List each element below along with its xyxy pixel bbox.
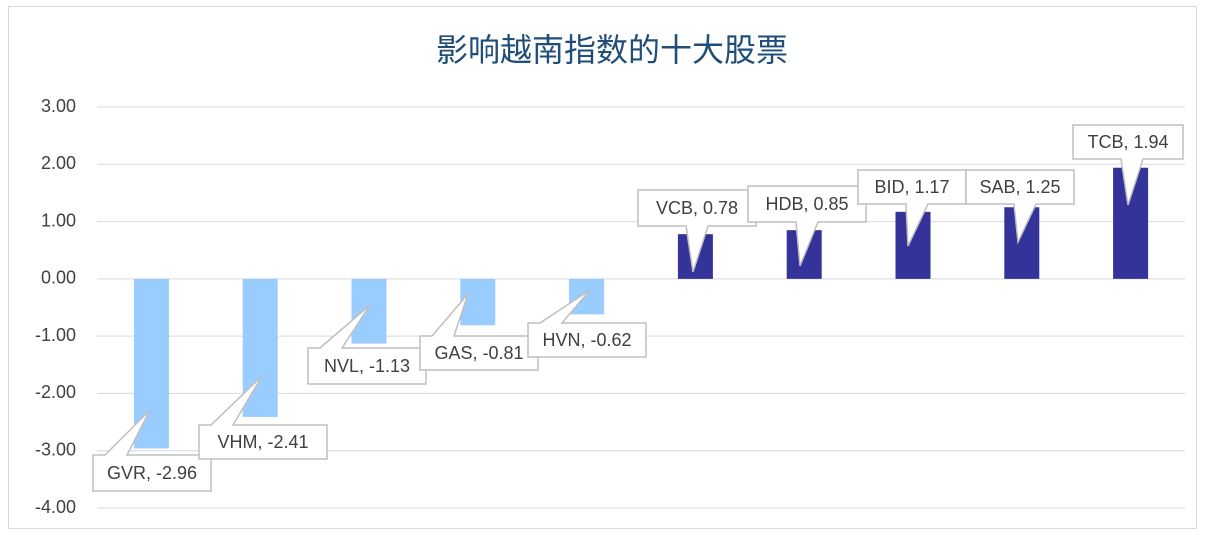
bar: [351, 278, 387, 344]
callout-box: [1072, 124, 1184, 206]
data-label: GVR, -2.96: [107, 463, 197, 483]
y-tick-label: -2.00: [35, 382, 76, 402]
callout-box: [527, 289, 647, 358]
data-label: TCB, 1.94: [1087, 132, 1168, 152]
data-label: VCB, 0.78: [656, 198, 738, 218]
data-label: HVN, -0.62: [542, 330, 631, 350]
y-tick-label: 1.00: [41, 210, 76, 230]
bar: [460, 278, 496, 326]
callout-box: [92, 409, 212, 492]
callout-box: [965, 169, 1075, 245]
chart-title: 影响越南指数的十大股票: [436, 31, 788, 69]
data-label: BID, 1.17: [874, 177, 949, 197]
y-tick-label: -4.00: [35, 497, 76, 517]
data-label: GAS, -0.81: [434, 343, 523, 363]
data-label: HDB, 0.85: [765, 194, 848, 214]
y-tick-label: 2.00: [41, 153, 76, 173]
y-tick-label: 3.00: [41, 96, 76, 116]
y-tick-label: 0.00: [41, 268, 76, 288]
callout-box: [419, 293, 539, 371]
data-label: VHM, -2.41: [217, 432, 308, 452]
data-label: SAB, 1.25: [979, 177, 1060, 197]
y-tick-label: -1.00: [35, 325, 76, 345]
data-label: NVL, -1.13: [324, 356, 410, 376]
callout-box: [198, 375, 328, 460]
y-tick-label: -3.00: [35, 439, 76, 459]
callout-box: [307, 304, 427, 385]
